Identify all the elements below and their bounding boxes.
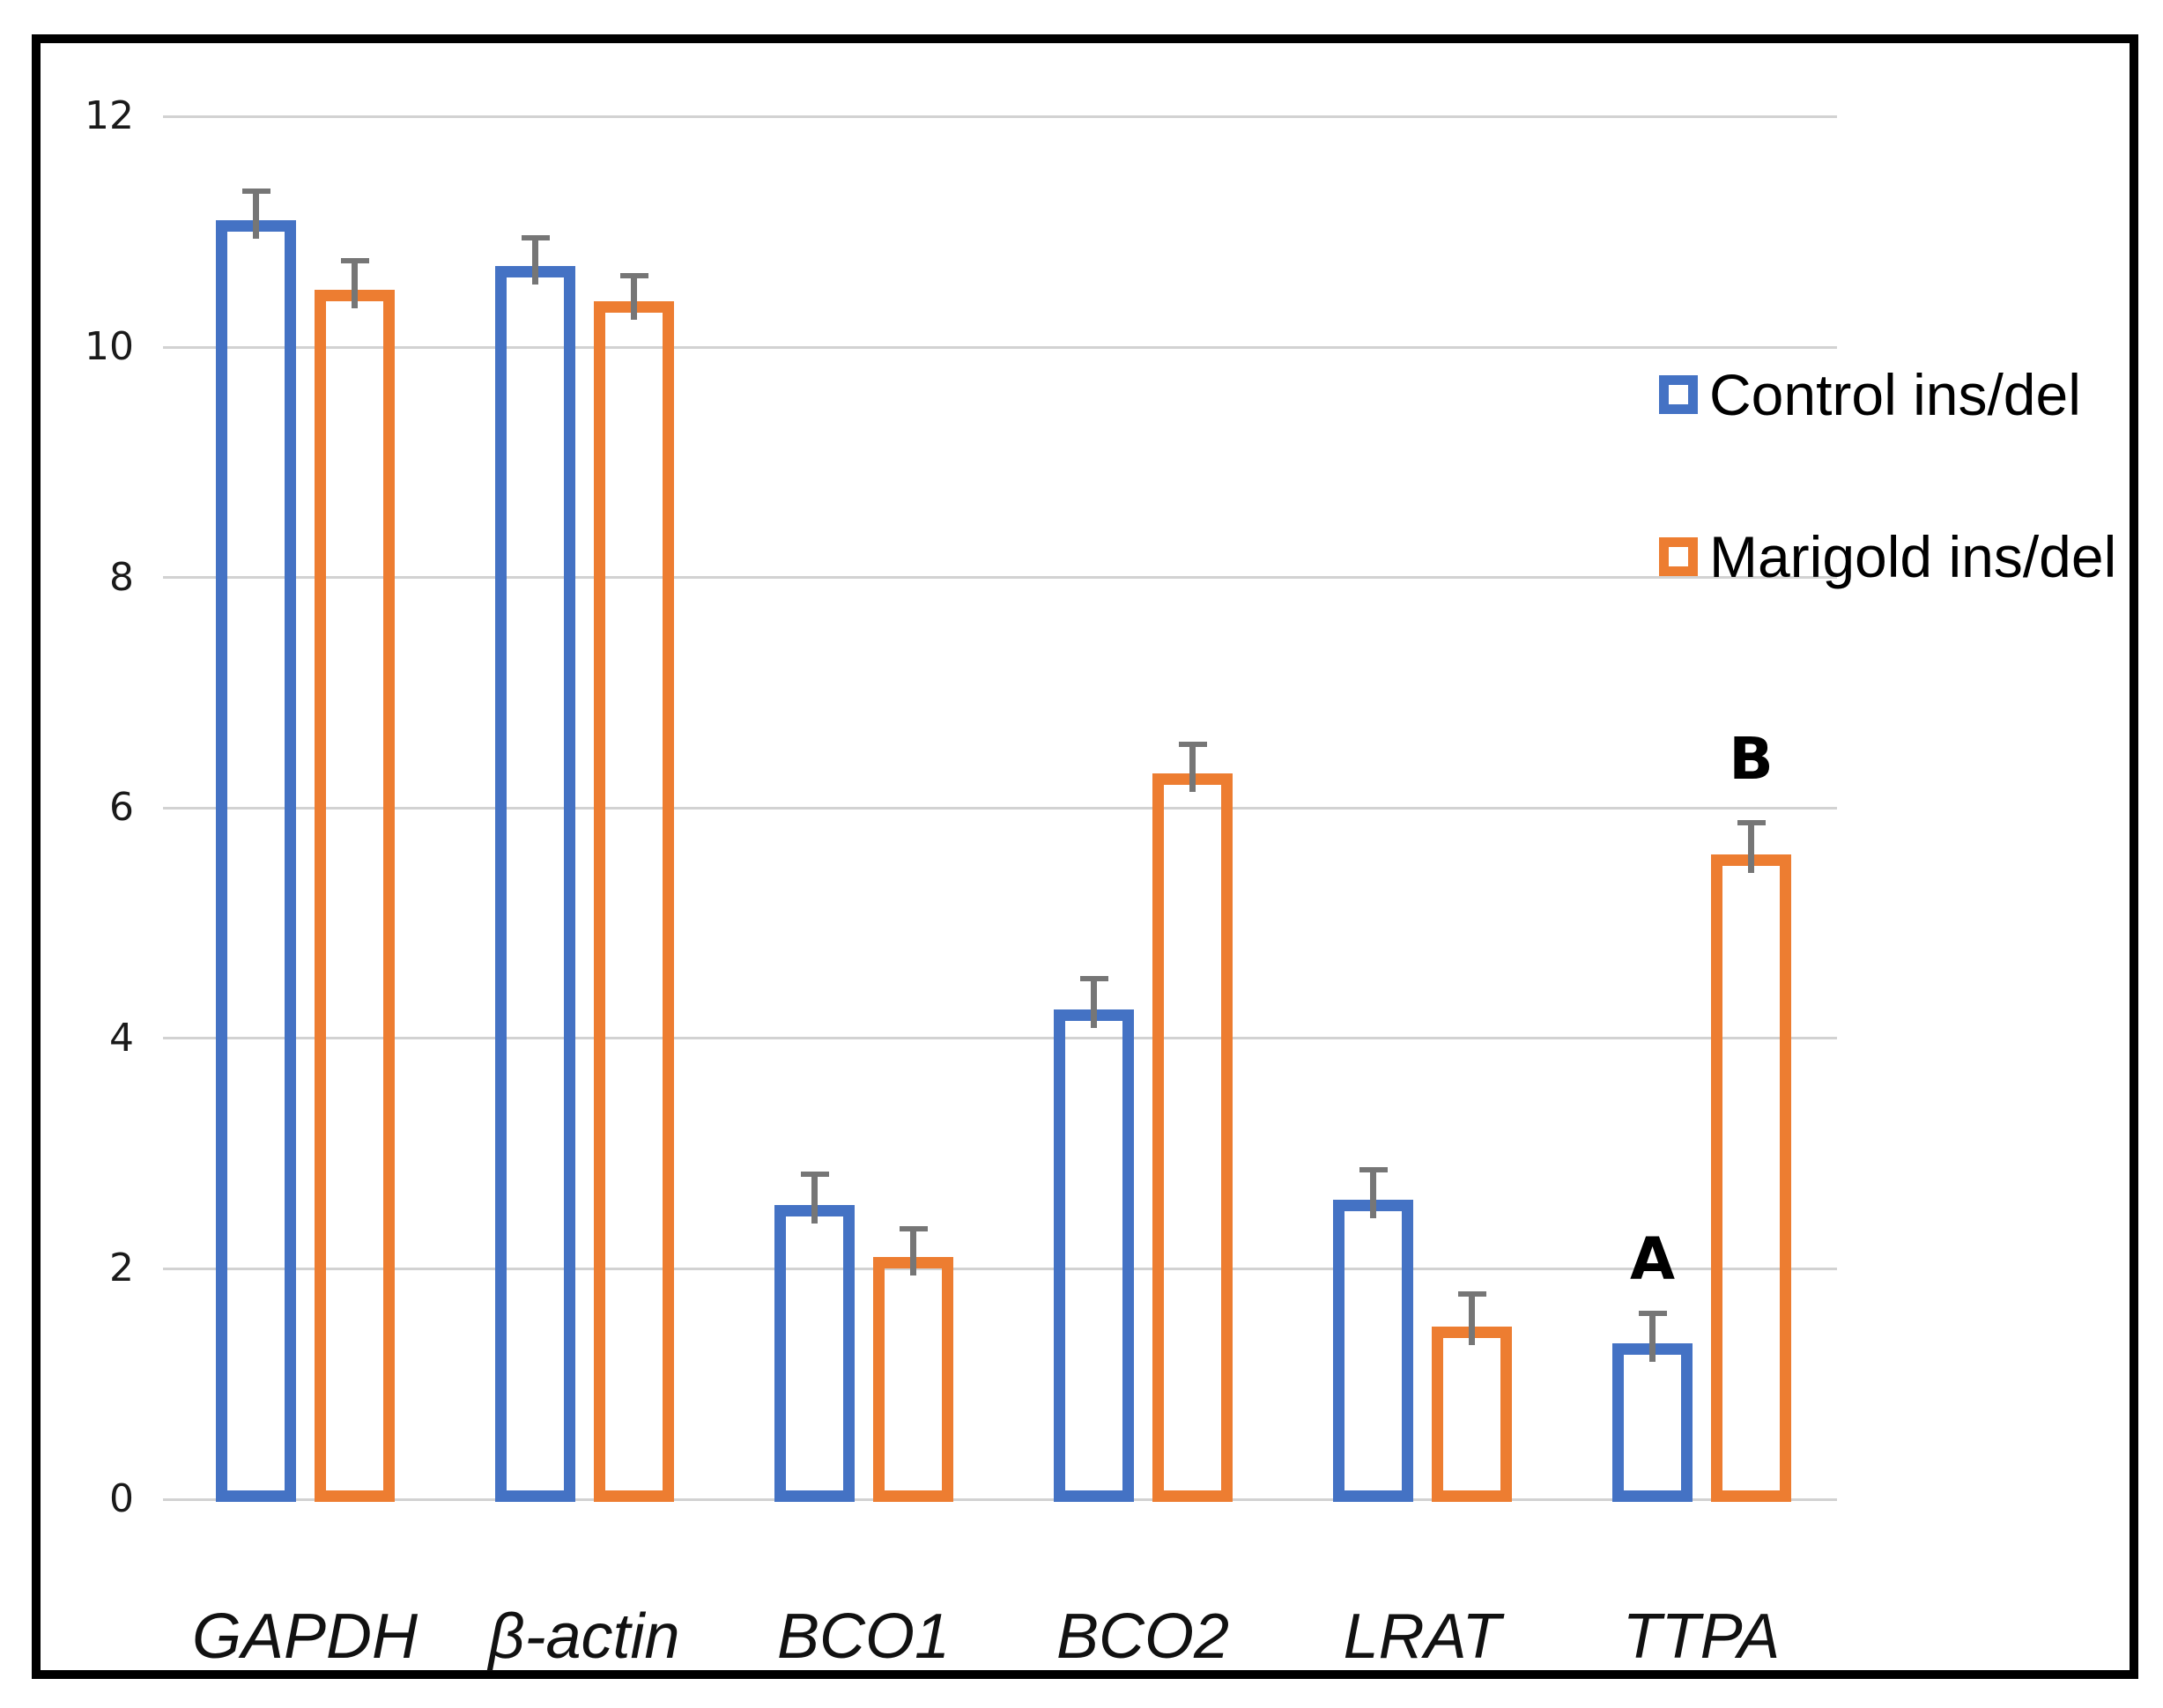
x-axis-label-gapdh: GAPDH (191, 1601, 419, 1672)
legend-label-control: Control ins/del (1709, 362, 2081, 427)
legend-swatch-marigold (1659, 537, 1698, 576)
x-axis-label-bco2: BCO2 (1056, 1601, 1230, 1672)
annotation-a: A (1629, 1224, 1676, 1293)
annotation-b: B (1729, 725, 1774, 794)
y-axis-tick-label: 4 (109, 1015, 134, 1061)
error-bar-cap (1457, 1291, 1486, 1298)
error-bar-cap (1178, 742, 1207, 748)
y-axis-tick-label: 6 (109, 785, 134, 831)
error-bar-cap (521, 234, 550, 240)
error-bar-cap (1737, 820, 1766, 826)
error-bar-cap (1638, 1311, 1667, 1317)
error-bar-stem (1649, 1313, 1656, 1363)
error-bar-stem (1189, 744, 1196, 792)
chart-frame (32, 34, 2138, 1679)
y-axis-tick-label: 10 (85, 324, 134, 369)
legend-swatch-control (1659, 375, 1698, 414)
gridline-y0 (163, 1497, 1837, 1501)
bar-bco2-marigold (1152, 773, 1233, 1502)
bar-ttpa-marigold (1711, 854, 1791, 1502)
y-axis-tick-label: 12 (85, 93, 134, 139)
bar-lrat-marigold (1432, 1326, 1512, 1502)
x-axis-label-bco1: BCO1 (776, 1601, 951, 1672)
error-bar-stem (532, 237, 538, 285)
error-bar-stem (253, 191, 259, 240)
error-bar-cap (800, 1172, 829, 1178)
gridline-y6 (163, 806, 1837, 810)
error-bar-cap (241, 189, 270, 195)
bar-lrat-control (1333, 1199, 1413, 1502)
bar--actin-marigold (594, 300, 674, 1502)
x-axis-label-lrat: LRAT (1343, 1601, 1501, 1672)
error-bar-cap (340, 257, 369, 263)
gridline-y8 (163, 576, 1837, 580)
error-bar-stem (811, 1174, 818, 1224)
gridline-y12 (163, 115, 1837, 118)
error-bar-cap (619, 272, 648, 278)
legend-label-marigold: Marigold ins/del (1709, 524, 2117, 589)
error-bar-stem (1370, 1169, 1376, 1218)
bar--actin-control (495, 266, 575, 1502)
gridline-y10 (163, 345, 1837, 349)
error-bar-stem (910, 1228, 916, 1276)
error-bar-cap (899, 1225, 928, 1231)
y-axis-tick-label: 8 (109, 554, 134, 600)
error-bar-cap (1079, 975, 1108, 981)
error-bar-stem (352, 260, 358, 308)
bar-bco2-control (1054, 1009, 1134, 1502)
x-axis-label-ttpa: TTPA (1622, 1601, 1781, 1672)
bar-ttpa-control (1612, 1343, 1693, 1502)
error-bar-stem (1469, 1294, 1475, 1345)
bar-bco1-marigold (873, 1257, 953, 1502)
bar-gapdh-control (216, 220, 296, 1502)
bar-gapdh-marigold (315, 289, 395, 1502)
x-axis-label--actin: β-actin (488, 1601, 680, 1672)
gridline-y2 (163, 1267, 1837, 1270)
error-bar-stem (1091, 978, 1097, 1029)
error-bar-stem (631, 275, 637, 320)
y-axis-tick-label: 2 (109, 1246, 134, 1291)
gridline-y4 (163, 1037, 1837, 1040)
y-axis-tick-label: 0 (109, 1476, 134, 1521)
bar-bco1-control (774, 1205, 855, 1502)
error-bar-stem (1748, 823, 1754, 873)
error-bar-cap (1359, 1166, 1388, 1172)
